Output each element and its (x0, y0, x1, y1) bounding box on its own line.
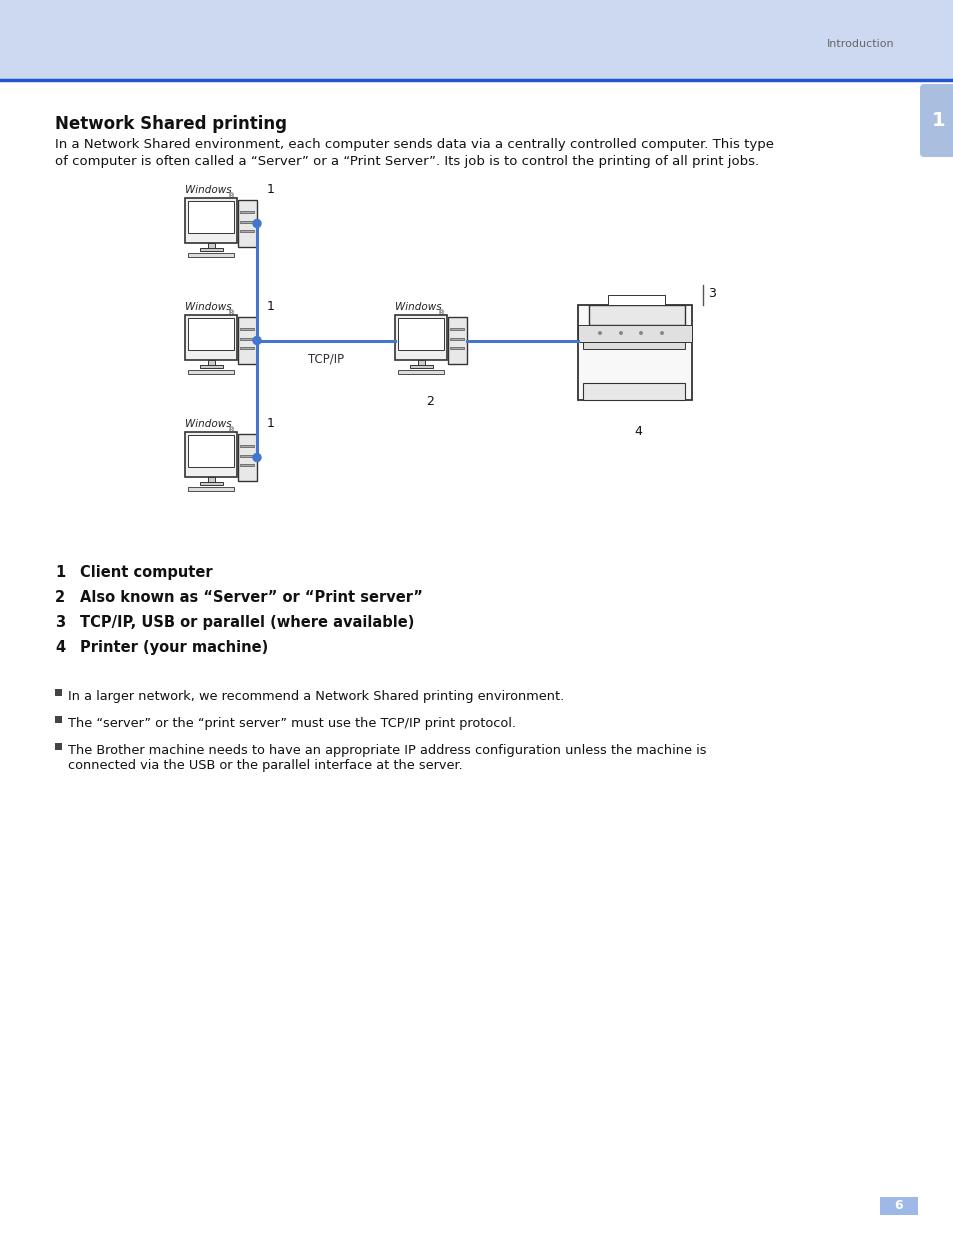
Text: Client computer: Client computer (80, 564, 213, 580)
Text: The “server” or the “print server” must use the TCP/IP print protocol.: The “server” or the “print server” must … (68, 718, 516, 730)
Text: 6: 6 (894, 1199, 902, 1213)
Text: 3: 3 (707, 287, 715, 300)
Bar (188, 487, 233, 492)
Bar (578, 325, 691, 342)
Text: Introduction: Introduction (826, 40, 894, 49)
Circle shape (253, 453, 261, 462)
Text: Windows: Windows (185, 419, 232, 429)
Circle shape (253, 336, 261, 345)
Bar (0, 0, 953, 80)
Bar (55, 716, 62, 722)
Bar (240, 445, 253, 447)
Text: 2: 2 (55, 590, 65, 605)
Circle shape (598, 331, 601, 335)
Circle shape (253, 220, 261, 227)
Text: 4: 4 (634, 425, 641, 438)
Bar (188, 370, 233, 374)
Text: 1: 1 (931, 111, 944, 130)
Bar (879, 1197, 917, 1215)
Bar (188, 253, 233, 257)
Bar (208, 359, 214, 366)
Bar (200, 248, 223, 251)
Text: The Brother machine needs to have an appropriate IP address configuration unless: The Brother machine needs to have an app… (68, 743, 706, 757)
Text: 1: 1 (55, 564, 65, 580)
Bar (55, 689, 62, 697)
Bar (200, 482, 223, 485)
Text: 1: 1 (267, 183, 274, 196)
Bar (208, 477, 214, 482)
Circle shape (659, 331, 663, 335)
Text: 3: 3 (55, 615, 65, 630)
Text: Windows: Windows (185, 303, 232, 312)
Circle shape (639, 331, 642, 335)
Text: 2: 2 (426, 395, 434, 408)
Bar (240, 211, 253, 212)
Text: ®: ® (228, 427, 234, 433)
Bar (185, 198, 236, 243)
Circle shape (618, 331, 622, 335)
Bar (208, 243, 214, 248)
Text: In a larger network, we recommend a Network Shared printing environment.: In a larger network, we recommend a Netw… (68, 690, 563, 703)
Bar (395, 315, 447, 359)
Bar (240, 454, 253, 457)
Text: Network Shared printing: Network Shared printing (55, 115, 287, 133)
Bar (240, 347, 253, 350)
Bar (188, 201, 233, 233)
Text: ®: ® (228, 310, 234, 316)
Bar (55, 743, 62, 750)
Bar (200, 366, 223, 368)
Bar (578, 305, 691, 400)
Bar (588, 305, 684, 325)
Text: Windows: Windows (185, 185, 232, 195)
Bar (237, 317, 256, 364)
Bar (607, 295, 664, 305)
Bar (237, 433, 256, 480)
Text: connected via the USB or the parallel interface at the server.: connected via the USB or the parallel in… (68, 760, 462, 772)
Bar (450, 329, 463, 330)
Bar (410, 366, 433, 368)
Text: ®: ® (437, 310, 445, 316)
Text: Printer (your machine): Printer (your machine) (80, 640, 268, 655)
FancyBboxPatch shape (919, 84, 953, 157)
Bar (188, 317, 233, 350)
Text: Windows: Windows (395, 303, 441, 312)
Bar (188, 435, 233, 467)
Bar (397, 317, 443, 350)
Bar (448, 317, 467, 364)
Text: In a Network Shared environment, each computer sends data via a centrally contro: In a Network Shared environment, each co… (55, 138, 773, 151)
Bar (185, 315, 236, 359)
Text: 4: 4 (55, 640, 65, 655)
Text: 1: 1 (267, 300, 274, 312)
Text: TCP/IP, USB or parallel (where available): TCP/IP, USB or parallel (where available… (80, 615, 414, 630)
Bar (240, 464, 253, 466)
Bar (240, 221, 253, 224)
Bar (185, 432, 236, 477)
Bar (582, 383, 684, 400)
Bar (582, 342, 684, 350)
Bar (240, 329, 253, 330)
Text: ®: ® (228, 193, 234, 199)
Text: 1: 1 (267, 417, 274, 430)
Text: of computer is often called a “Server” or a “Print Server”. Its job is to contro: of computer is often called a “Server” o… (55, 156, 759, 168)
Bar (450, 338, 463, 340)
Bar (240, 338, 253, 340)
Bar (237, 200, 256, 247)
Text: TCP/IP: TCP/IP (308, 352, 344, 366)
Bar (450, 347, 463, 350)
Text: Also known as “Server” or “Print server”: Also known as “Server” or “Print server” (80, 590, 422, 605)
Bar (240, 230, 253, 232)
Bar (397, 370, 443, 374)
Bar (417, 359, 424, 366)
